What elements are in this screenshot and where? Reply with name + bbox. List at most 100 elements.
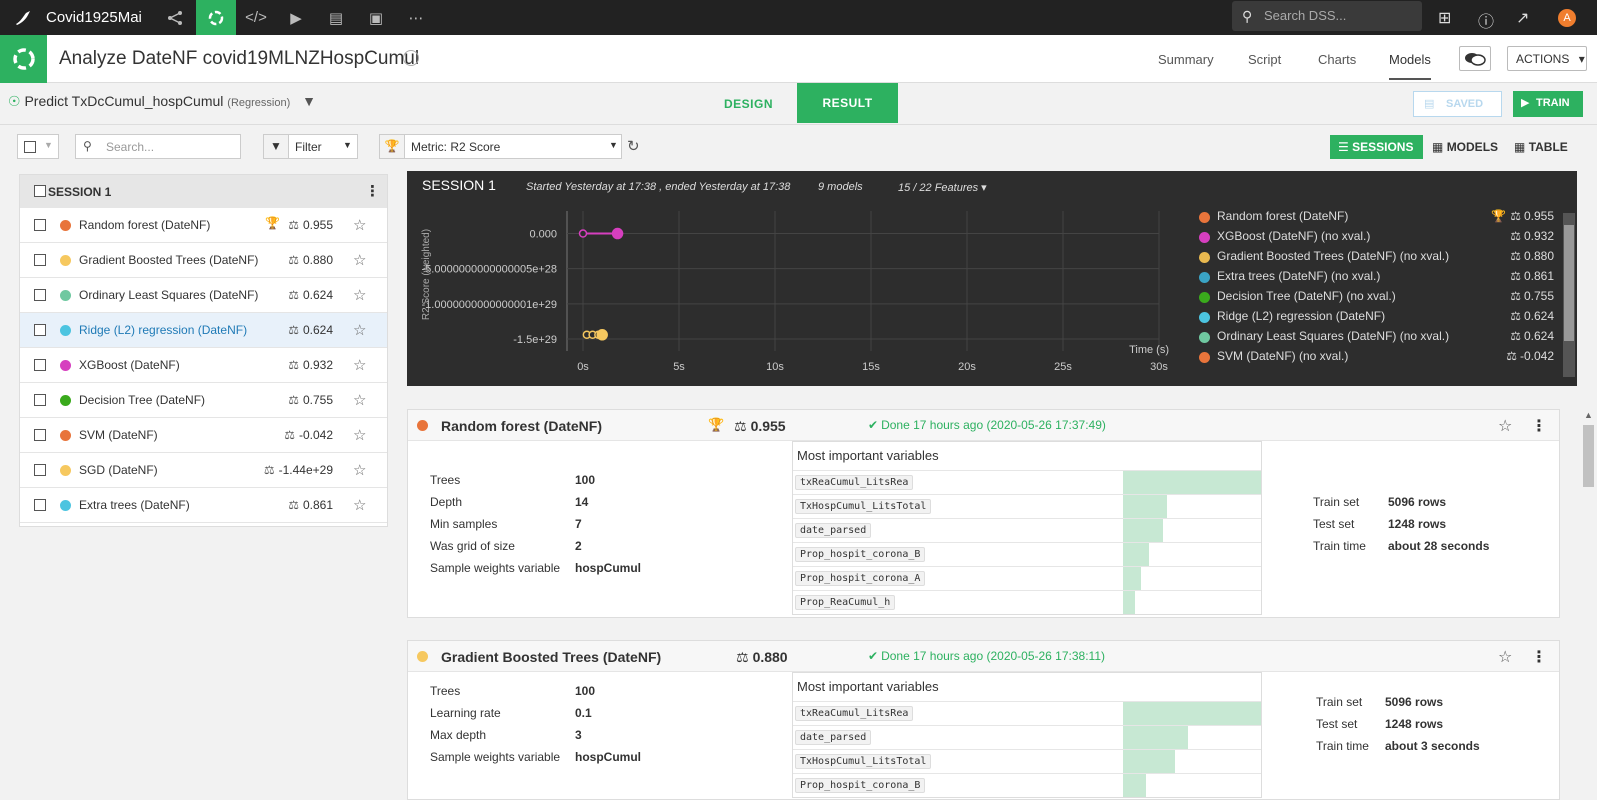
model-checkbox[interactable] xyxy=(34,289,46,301)
model-row[interactable]: SVM (DateNF) ⚖ -0.042 ☆ xyxy=(20,418,387,453)
model-name[interactable]: Decision Tree (DateNF) xyxy=(79,393,206,407)
flow-icon[interactable] xyxy=(155,0,195,35)
actions-dropdown[interactable]: ACTIONS ▾ xyxy=(1507,46,1587,71)
model-checkbox[interactable] xyxy=(34,394,46,406)
tab-summary[interactable]: Summary xyxy=(1158,52,1214,67)
tab-charts[interactable]: Charts xyxy=(1318,52,1357,67)
more-icon[interactable]: ⋯ xyxy=(408,9,424,27)
legend-item[interactable]: Ordinary Least Squares (DateNF) (no xval… xyxy=(1199,329,1554,349)
data-point[interactable] xyxy=(596,329,608,341)
model-checkbox[interactable] xyxy=(34,359,46,371)
dataiku-bird-logo[interactable] xyxy=(14,8,34,28)
model-row[interactable]: Ordinary Least Squares (DateNF) ⚖ 0.624 ☆ xyxy=(20,278,387,313)
filter-dropdown[interactable]: ▼ Filter ▼ xyxy=(263,134,358,159)
view-sessions-button[interactable]: ☰ SESSIONS xyxy=(1330,135,1423,159)
star-icon[interactable]: ☆ xyxy=(1498,649,1513,666)
metric-dropdown[interactable]: 🏆 Metric: R2 Score ▼ xyxy=(379,134,622,159)
model-row[interactable]: Extra trees (DateNF) ⚖ 0.861 ☆ xyxy=(20,488,387,523)
kebab-menu-icon[interactable]: ⋮ xyxy=(1531,649,1547,666)
model-name[interactable]: Gradient Boosted Trees (DateNF) xyxy=(79,253,259,267)
model-checkbox[interactable] xyxy=(34,254,46,266)
model-name[interactable]: Extra trees (DateNF) xyxy=(79,498,190,512)
model-name[interactable]: Ordinary Least Squares (DateNF) xyxy=(79,288,259,302)
model-row[interactable]: Gradient Boosted Trees (DateNF) ⚖ 0.880 ☆ xyxy=(20,243,387,278)
stat-label: Train time xyxy=(1313,539,1366,553)
legend-item[interactable]: Ridge (L2) regression (DateNF) ⚖ 0.624 xyxy=(1199,309,1554,329)
model-name[interactable]: SVM (DateNF) xyxy=(79,428,158,442)
model-checkbox[interactable] xyxy=(34,429,46,441)
star-icon[interactable]: ☆ xyxy=(353,357,367,374)
star-icon[interactable]: ☆ xyxy=(353,322,367,339)
select-all-checkbox[interactable] xyxy=(24,141,36,153)
model-row[interactable]: SGD (DateNF) ⚖ -1.44e+29 ☆ xyxy=(20,453,387,488)
model-name[interactable]: Ridge (L2) regression (DateNF) xyxy=(79,323,248,337)
star-icon[interactable]: ☆ xyxy=(353,497,367,514)
session-checkbox[interactable] xyxy=(34,185,46,197)
compass-icon[interactable] xyxy=(403,50,419,66)
model-checkbox[interactable] xyxy=(34,219,46,231)
star-icon[interactable]: ☆ xyxy=(353,252,367,269)
features-dropdown[interactable]: 15 / 22 Features ▾ xyxy=(898,181,987,194)
data-point[interactable] xyxy=(611,227,624,240)
legend-item[interactable]: Gradient Boosted Trees (DateNF) (no xval… xyxy=(1199,249,1554,269)
help-icon[interactable]: ⓘ xyxy=(1478,14,1495,31)
legend-label: Gradient Boosted Trees (DateNF) (no xval… xyxy=(1217,249,1450,263)
avatar[interactable]: A xyxy=(1558,9,1576,27)
project-name[interactable]: Covid1925Mai xyxy=(46,9,142,26)
legend-item[interactable]: Extra trees (DateNF) (no xval.) ⚖ 0.861 xyxy=(1199,269,1554,289)
star-icon[interactable]: ☆ xyxy=(1498,418,1513,435)
list-icon: ☰ xyxy=(1338,140,1349,154)
legend-item[interactable]: Decision Tree (DateNF) (no xval.) ⚖ 0.755 xyxy=(1199,289,1554,309)
model-checkbox[interactable] xyxy=(34,499,46,511)
model-checkbox[interactable] xyxy=(34,324,46,336)
model-name[interactable]: SGD (DateNF) xyxy=(79,463,158,477)
star-icon[interactable]: ☆ xyxy=(353,287,367,304)
page-scrollbar[interactable]: ▲ xyxy=(1580,410,1597,792)
scroll-thumb[interactable] xyxy=(1583,425,1594,487)
data-point[interactable] xyxy=(578,229,588,238)
star-icon[interactable]: ☆ xyxy=(353,217,367,234)
global-search-input[interactable]: ⚲ Search DSS... xyxy=(1232,1,1422,31)
kebab-menu-icon[interactable]: ⋮ xyxy=(365,183,380,200)
task-selector[interactable]: ☉ Predict TxDcCumul_hospCumul (Regressio… xyxy=(8,93,316,110)
deploy-icon[interactable]: ▤ xyxy=(328,9,344,27)
tab-script[interactable]: Script xyxy=(1248,52,1282,67)
legend-scrollbar[interactable] xyxy=(1563,213,1575,377)
discussions-button[interactable] xyxy=(1459,46,1491,71)
tab-result[interactable]: RESULT xyxy=(797,83,898,123)
model-checkbox[interactable] xyxy=(34,464,46,476)
legend-item[interactable]: XGBoost (DateNF) (no xval.) ⚖ 0.932 xyxy=(1199,229,1554,249)
dashboard-icon[interactable]: ▣ xyxy=(368,9,384,27)
apps-grid-icon[interactable]: ⊞ xyxy=(1438,10,1452,27)
lab-icon[interactable] xyxy=(196,0,236,35)
model-row[interactable]: Random forest (DateNF) 🏆 ⚖ 0.955 ☆ xyxy=(20,208,387,243)
code-icon[interactable]: </> xyxy=(245,9,267,26)
stat-value: about 28 seconds xyxy=(1388,539,1490,553)
model-name[interactable]: Random forest (DateNF) xyxy=(79,218,211,232)
legend-item[interactable]: SVM (DateNF) (no xval.) ⚖ -0.042 xyxy=(1199,349,1554,369)
activity-icon[interactable]: ↗ xyxy=(1516,10,1530,27)
train-button[interactable]: ▶ TRAIN xyxy=(1513,91,1583,117)
kebab-menu-icon[interactable]: ⋮ xyxy=(1531,418,1547,435)
select-all-dropdown[interactable]: ▼ xyxy=(17,134,59,159)
legend-item[interactable]: Random forest (DateNF) 🏆 ⚖ 0.955 xyxy=(1199,209,1554,229)
view-table-button[interactable]: ▦ TABLE xyxy=(1506,135,1576,159)
view-models-button[interactable]: ▦ MODELS xyxy=(1424,135,1506,159)
model-search-input[interactable]: ⚲ Search... xyxy=(75,134,241,159)
star-icon[interactable]: ☆ xyxy=(353,392,367,409)
tab-models[interactable]: Models xyxy=(1389,52,1431,80)
importance-bar xyxy=(1123,750,1175,773)
model-row[interactable]: XGBoost (DateNF) ⚖ 0.932 ☆ xyxy=(20,348,387,383)
star-icon[interactable]: ☆ xyxy=(353,462,367,479)
refresh-icon[interactable]: ↻ xyxy=(627,138,640,155)
model-row[interactable]: Ridge (L2) regression (DateNF) ⚖ 0.624 ☆ xyxy=(20,313,387,348)
scroll-up-icon[interactable]: ▲ xyxy=(1584,410,1593,420)
model-row[interactable]: Decision Tree (DateNF) ⚖ 0.755 ☆ xyxy=(20,383,387,418)
model-name[interactable]: XGBoost (DateNF) xyxy=(79,358,180,372)
star-icon[interactable]: ☆ xyxy=(353,427,367,444)
model-name[interactable]: Random forest (DateNF) xyxy=(441,418,603,434)
tab-design[interactable]: DESIGN xyxy=(724,97,774,111)
model-name[interactable]: Gradient Boosted Trees (DateNF) xyxy=(441,649,662,665)
run-icon[interactable]: ▶ xyxy=(290,9,302,27)
scroll-thumb[interactable] xyxy=(1564,225,1574,341)
